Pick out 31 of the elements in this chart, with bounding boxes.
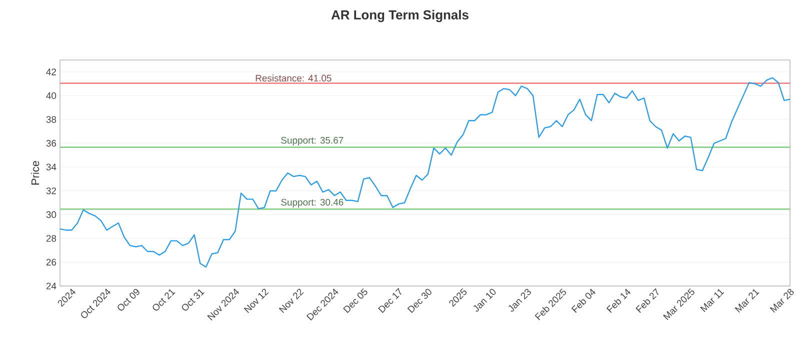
y-tick-label: 34	[46, 164, 56, 170]
x-tick-label: Mar 28	[770, 288, 794, 313]
y-tick-label: 40	[46, 92, 56, 100]
y-tick-label: 36	[46, 140, 56, 147]
x-tick-label: Dec 05	[343, 288, 368, 314]
x-tick-label: Jan 23	[508, 288, 531, 312]
x-tick-label: Mar 21	[734, 289, 760, 313]
x-tick-label: Dec 17	[378, 288, 402, 313]
x-tick-label: Oct 31	[182, 289, 204, 311]
y-tick-label: 38	[46, 116, 56, 123]
x-tick-label: Dec 30	[407, 288, 432, 314]
ref-line-label: Resistance: 41.05	[256, 74, 332, 82]
x-tick-label: Oct 09	[118, 288, 140, 311]
x-tick-label: Oct 21	[152, 289, 176, 311]
x-tick-label: Mar 11	[700, 289, 724, 312]
x-tick-label: Nov 12	[244, 288, 269, 314]
y-tick-label: 24	[46, 282, 56, 290]
x-tick-label: Feb 14	[606, 288, 630, 313]
x-tick-label: Jan 10	[473, 288, 496, 312]
y-tick-label: 32	[46, 187, 56, 194]
x-tick-label: Feb 04	[571, 288, 596, 313]
chart-title: AR Long Term Signals	[331, 10, 468, 22]
y-tick-label: 28	[46, 235, 56, 242]
x-tick-label: Nov 22	[278, 288, 304, 314]
ref-line-label: Support: 30.46	[281, 198, 344, 208]
ref-line-label: Support: 35.67	[281, 136, 344, 146]
y-tick-label: 30	[46, 211, 56, 218]
y-tick-label: 42	[46, 68, 56, 76]
y-axis-title: Price	[31, 161, 40, 185]
y-tick-label: 26	[46, 258, 56, 266]
x-tick-label: Feb 27	[636, 288, 659, 313]
